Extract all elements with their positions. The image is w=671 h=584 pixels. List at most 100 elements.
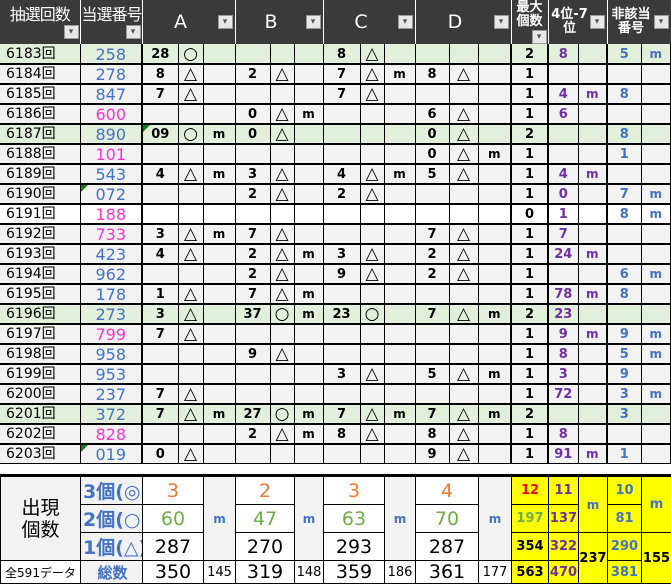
cell-p47-m[interactable] — [578, 44, 607, 64]
cell-b-sym[interactable]: △ — [270, 124, 294, 144]
cell-draw[interactable]: 6188回 — [0, 144, 80, 164]
cell-max[interactable]: 1 — [511, 364, 548, 384]
cell-d-num[interactable] — [415, 44, 449, 64]
cell-draw[interactable]: 6200回 — [0, 384, 80, 404]
cell-c-sym[interactable]: △ — [360, 184, 384, 204]
cell-number[interactable]: 958 — [80, 344, 142, 364]
cell-d-num[interactable]: 8 — [415, 64, 449, 84]
cell-b-sym[interactable]: △ — [270, 344, 294, 364]
cell-d-m[interactable]: m — [478, 304, 511, 324]
cell-d-num[interactable]: 7 — [415, 404, 449, 424]
cell-c-sym[interactable]: △ — [360, 84, 384, 104]
cell-d-num[interactable]: 6 — [415, 104, 449, 124]
cell-p47-num[interactable] — [548, 144, 578, 164]
cell-a-num[interactable] — [142, 104, 178, 124]
cell-c-sym[interactable] — [360, 344, 384, 364]
cell-c-num[interactable] — [323, 324, 360, 344]
cell-b-num[interactable]: 2 — [235, 64, 270, 84]
cell-d-num[interactable]: 7 — [415, 304, 449, 324]
cell-p47-m[interactable] — [578, 184, 607, 204]
cell-d-m[interactable] — [478, 324, 511, 344]
cell-d-num[interactable] — [415, 204, 449, 224]
cell-c-m[interactable]: m — [384, 404, 415, 424]
cell-a-num[interactable]: 4 — [142, 164, 178, 184]
cell-non-m[interactable] — [641, 244, 671, 264]
cell-p47-m[interactable] — [578, 144, 607, 164]
cell-p47-num[interactable]: 3 — [548, 364, 578, 384]
cell-b-m[interactable]: m — [294, 424, 323, 444]
cell-b-sym[interactable]: △ — [270, 424, 294, 444]
cell-b-m[interactable] — [294, 264, 323, 284]
filter-dropdown-icon[interactable]: ▾ — [64, 25, 79, 39]
cell-d-m[interactable] — [478, 224, 511, 244]
cell-non-num[interactable] — [607, 244, 641, 264]
cell-c-num[interactable]: 3 — [323, 244, 360, 264]
cell-a-m[interactable] — [203, 144, 235, 164]
cell-b-sym[interactable] — [270, 84, 294, 104]
cell-b-sym[interactable]: △ — [270, 244, 294, 264]
cell-d-m[interactable]: m — [478, 364, 511, 384]
cell-d-sym[interactable] — [449, 324, 478, 344]
cell-c-num[interactable] — [323, 144, 360, 164]
cell-b-sym[interactable] — [270, 364, 294, 384]
cell-c-m[interactable] — [384, 324, 415, 344]
cell-p47-m[interactable]: m — [578, 444, 607, 464]
cell-a-num[interactable]: 1 — [142, 284, 178, 304]
cell-non-m[interactable]: m — [641, 344, 671, 364]
cell-a-sym[interactable]: △ — [178, 304, 203, 324]
cell-a-m[interactable] — [203, 44, 235, 64]
cell-p47-num[interactable] — [548, 264, 578, 284]
cell-b-m[interactable] — [294, 144, 323, 164]
cell-c-m[interactable] — [384, 304, 415, 324]
cell-p47-m[interactable]: m — [578, 284, 607, 304]
cell-number[interactable]: 101 — [80, 144, 142, 164]
cell-b-sym[interactable]: ○ — [270, 304, 294, 324]
cell-b-sym[interactable] — [270, 384, 294, 404]
cell-b-sym[interactable] — [270, 444, 294, 464]
cell-c-m[interactable] — [384, 124, 415, 144]
cell-draw[interactable]: 6194回 — [0, 264, 80, 284]
cell-draw[interactable]: 6190回 — [0, 184, 80, 204]
cell-d-num[interactable]: 7 — [415, 224, 449, 244]
cell-d-m[interactable] — [478, 424, 511, 444]
cell-max[interactable]: 1 — [511, 384, 548, 404]
cell-a-m[interactable] — [203, 384, 235, 404]
cell-d-sym[interactable]: △ — [449, 264, 478, 284]
cell-b-sym[interactable] — [270, 44, 294, 64]
cell-non-m[interactable] — [641, 164, 671, 184]
cell-b-num[interactable] — [235, 444, 270, 464]
cell-draw[interactable]: 6195回 — [0, 284, 80, 304]
cell-a-num[interactable]: 28 — [142, 44, 178, 64]
cell-c-sym[interactable]: ○ — [360, 304, 384, 324]
cell-c-sym[interactable] — [360, 284, 384, 304]
cell-c-m[interactable] — [384, 104, 415, 124]
cell-c-sym[interactable]: △ — [360, 424, 384, 444]
cell-d-m[interactable] — [478, 344, 511, 364]
cell-c-sym[interactable]: △ — [360, 364, 384, 384]
cell-a-num[interactable] — [142, 144, 178, 164]
cell-draw[interactable]: 6184回 — [0, 64, 80, 84]
filter-dropdown-icon[interactable]: ▾ — [126, 25, 141, 39]
cell-c-sym[interactable] — [360, 204, 384, 224]
cell-max[interactable]: 1 — [511, 64, 548, 84]
cell-b-m[interactable]: m — [294, 284, 323, 304]
cell-non-num[interactable]: 5 — [607, 44, 641, 64]
cell-b-num[interactable]: 2 — [235, 424, 270, 444]
cell-non-num[interactable] — [607, 64, 641, 84]
cell-non-m[interactable] — [641, 64, 671, 84]
cell-a-m[interactable] — [203, 304, 235, 324]
filter-dropdown-icon[interactable]: ▾ — [532, 30, 547, 44]
cell-d-sym[interactable] — [449, 344, 478, 364]
cell-b-sym[interactable]: △ — [270, 64, 294, 84]
cell-a-sym[interactable]: ○ — [178, 124, 203, 144]
cell-a-m[interactable] — [203, 184, 235, 204]
cell-non-m[interactable] — [641, 424, 671, 444]
cell-draw[interactable]: 6202回 — [0, 424, 80, 444]
cell-c-num[interactable]: 23 — [323, 304, 360, 324]
cell-a-num[interactable]: 7 — [142, 84, 178, 104]
cell-b-sym[interactable]: △ — [270, 104, 294, 124]
cell-c-num[interactable]: 7 — [323, 84, 360, 104]
cell-c-m[interactable] — [384, 144, 415, 164]
cell-number[interactable]: 372 — [80, 404, 142, 424]
cell-p47-num[interactable]: 4 — [548, 164, 578, 184]
